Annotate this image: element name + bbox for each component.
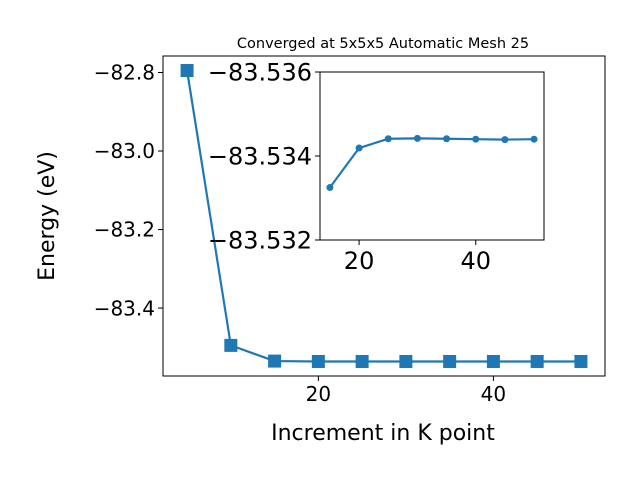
main-x-tick-label: 20 <box>306 382 331 406</box>
main-data-point <box>574 354 588 368</box>
main-plot-frame <box>162 55 606 377</box>
chart-title: Converged at 5x5x5 Automatic Mesh 25 <box>237 36 529 52</box>
inset-data-point <box>384 135 392 143</box>
main-data-point <box>224 338 238 352</box>
inset-y-tick-label: −83.534 <box>208 143 312 171</box>
main-data-point <box>443 354 457 368</box>
main-y-tick-label: −82.8 <box>94 61 155 85</box>
main-x-tick-label: 40 <box>481 382 506 406</box>
main-series-line <box>185 70 581 363</box>
inset-data-point <box>501 136 509 144</box>
inset-data-point <box>326 184 334 191</box>
inset-x-tick-label: 40 <box>460 247 491 275</box>
main-y-tick-label: −83.2 <box>94 218 155 242</box>
main-data-point <box>486 354 500 368</box>
inset-data-point <box>530 135 538 143</box>
main-data-point <box>399 354 413 368</box>
inset-data-point <box>413 134 421 142</box>
inset-data-point <box>355 144 363 152</box>
y-axis-label: Energy (eV) <box>35 151 60 281</box>
main-y-tick-label: −83.4 <box>94 296 155 320</box>
main-y-tick-label: −83.0 <box>94 139 155 163</box>
main-data-point <box>268 354 282 368</box>
inset-plot-marks: 20 40 −83.536 −83.534 −83.532 <box>208 59 538 275</box>
inset-y-tick-label: −83.536 <box>208 59 312 87</box>
inset-y-tick-label: −83.532 <box>208 227 312 255</box>
main-data-point <box>530 354 544 368</box>
inset-plot-frame <box>319 71 545 241</box>
inset-series-line <box>329 137 535 189</box>
inset-data-point <box>472 135 480 143</box>
main-data-point <box>355 354 369 368</box>
inset-x-tick-label: 20 <box>344 247 375 275</box>
main-data-point <box>180 64 194 78</box>
main-plot-marks: 20 40 −82.8 −83.0 −83.2 −83.4 <box>94 61 588 406</box>
x-axis-label: Increment in K point <box>271 421 495 446</box>
main-data-point <box>311 354 325 368</box>
inset-data-point <box>443 135 451 143</box>
